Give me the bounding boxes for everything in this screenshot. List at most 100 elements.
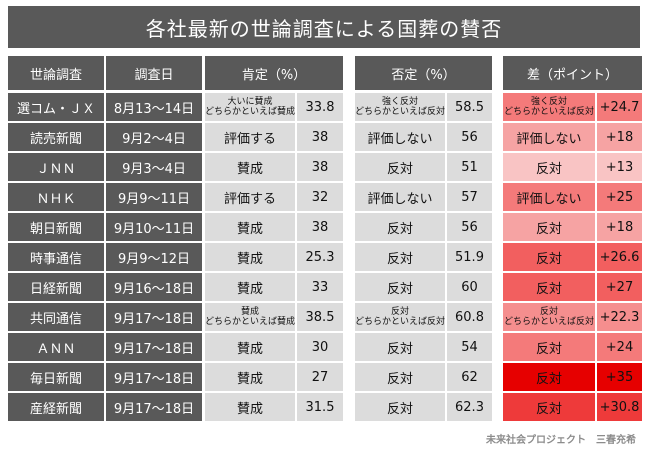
table-row: 時事通信 9月9～12日 賛成 25.3 反対 51.9 反対 +26.6 [0,243,650,271]
survey-name-cell: 選コム・ＪＸ [8,93,104,121]
negative-label-cell: 評価しない [355,183,445,211]
negative-value-cell: 57 [447,183,492,211]
positive-label-cell: 賛成 どちらかといえば賛成 [205,303,295,331]
survey-name-cell: 日経新聞 [8,273,104,301]
positive-label-cell: 評価する [205,123,295,151]
survey-date-cell: 9月17～18日 [106,333,202,361]
survey-name-cell: 共同通信 [8,303,104,331]
negative-label-cell: 反対 [355,273,445,301]
positive-value-cell: 38 [297,153,343,181]
diff-value-cell: +24.7 [597,93,642,121]
survey-date-cell: 8月13～14日 [106,93,202,121]
positive-value-cell: 31.5 [297,393,343,421]
survey-date-cell: 9月10～11日 [106,213,202,241]
positive-value-cell: 25.3 [297,243,343,271]
table-row: 日経新聞 9月16～18日 賛成 33 反対 60 反対 +27 [0,273,650,301]
negative-value-cell: 51 [447,153,492,181]
diff-value-cell: +13 [597,153,642,181]
table-row: 朝日新聞 9月10～11日 賛成 38 反対 56 反対 +18 [0,213,650,241]
survey-date-cell: 9月2～4日 [106,123,202,151]
diff-label-cell: 反対 [503,213,595,241]
survey-name-cell: 読売新聞 [8,123,104,151]
negative-value-cell: 60.8 [447,303,492,331]
diff-value-cell: +18 [597,213,642,241]
survey-date-cell: 9月3～4日 [106,153,202,181]
diff-value-cell: +18 [597,123,642,151]
negative-label-cell: 反対 どちらかといえば反対 [355,303,445,331]
survey-name-cell: ＡＮＮ [8,333,104,361]
diff-value-cell: +24 [597,333,642,361]
diff-label-cell: 評価しない [503,123,595,151]
diff-value-cell: +35 [597,363,642,391]
negative-label-cell: 反対 [355,333,445,361]
survey-name-cell: 産経新聞 [8,393,104,421]
negative-label-cell: 反対 [355,213,445,241]
negative-value-cell: 60 [447,273,492,301]
positive-value-cell: 33.8 [297,93,343,121]
diff-value-cell: +26.6 [597,243,642,271]
positive-value-cell: 27 [297,363,343,391]
positive-value-cell: 38 [297,123,343,151]
negative-value-cell: 62.3 [447,393,492,421]
table-row: ＮＨＫ 9月9～11日 評価する 32 評価しない 57 評価しない +25 [0,183,650,211]
footer-credit: 未来社会プロジェクト 三春充希 [486,435,636,446]
positive-label-cell: 賛成 [205,153,295,181]
survey-name-cell: ＮＨＫ [8,183,104,211]
diff-label-cell: 反対 どちらかといえば反対 [503,303,595,331]
table-row: 選コム・ＪＸ 8月13～14日 大いに賛成 どちらかといえば賛成 33.8 強く反対 どちら… [0,93,650,121]
positive-label-cell: 賛成 [205,363,295,391]
diff-label-cell: 評価しない [503,183,595,211]
survey-header: 世論調査 [8,56,104,90]
positive-label-cell: 賛成 [205,213,295,241]
positive-value-cell: 32 [297,183,343,211]
diff-label-cell: 強く反対 どちらかといえば反対 [503,93,595,121]
survey-name-cell: ＪＮＮ [8,153,104,181]
survey-name-cell: 時事通信 [8,243,104,271]
negative-value-cell: 56 [447,213,492,241]
positive-value-cell: 30 [297,333,343,361]
diff-value-cell: +27 [597,273,642,301]
survey-date-cell: 9月16～18日 [106,273,202,301]
negative-header: 否定（%） [355,56,492,90]
table-row: 産経新聞 9月17～18日 賛成 31.5 反対 62.3 反対 +30.8 [0,393,650,421]
diff-label-cell: 反対 [503,153,595,181]
negative-value-cell: 62 [447,363,492,391]
diff-label-cell: 反対 [503,273,595,301]
negative-label-cell: 反対 [355,393,445,421]
negative-label-cell: 評価しない [355,123,445,151]
positive-value-cell: 38 [297,213,343,241]
positive-label-cell: 賛成 [205,333,295,361]
table-row: 共同通信 9月17～18日 賛成 どちらかといえば賛成 38.5 反対 どちらかといえば反対… [0,303,650,331]
negative-value-cell: 56 [447,123,492,151]
positive-label-cell: 評価する [205,183,295,211]
survey-name-cell: 毎日新聞 [8,363,104,391]
negative-label-cell: 反対 [355,243,445,271]
survey-date-cell: 9月17～18日 [106,363,202,391]
survey-date-cell: 9月9～11日 [106,183,202,211]
survey-date-cell: 9月9～12日 [106,243,202,271]
positive-label-cell: 賛成 [205,243,295,271]
negative-value-cell: 51.9 [447,243,492,271]
table-row: ＪＮＮ 9月3～4日 賛成 38 反対 51 反対 +13 [0,153,650,181]
diff-label-cell: 反対 [503,333,595,361]
positive-value-cell: 38.5 [297,303,343,331]
negative-value-cell: 54 [447,333,492,361]
diff-value-cell: +22.3 [597,303,642,331]
positive-value-cell: 33 [297,273,343,301]
survey-name-cell: 朝日新聞 [8,213,104,241]
table-row: 読売新聞 9月2～4日 評価する 38 評価しない 56 評価しない +18 [0,123,650,151]
diff-header: 差（ポイント） [503,56,642,90]
negative-value-cell: 58.5 [447,93,492,121]
date-header: 調査日 [106,56,202,90]
diff-value-cell: +30.8 [597,393,642,421]
page-title: 各社最新の世論調査による国葬の賛否 [8,6,640,48]
negative-label-cell: 強く反対 どちらかといえば反対 [355,93,445,121]
positive-label-cell: 賛成 [205,273,295,301]
survey-date-cell: 9月17～18日 [106,393,202,421]
positive-header: 肯定（%） [205,56,343,90]
diff-label-cell: 反対 [503,393,595,421]
positive-label-cell: 大いに賛成 どちらかといえば賛成 [205,93,295,121]
survey-date-cell: 9月17～18日 [106,303,202,331]
diff-label-cell: 反対 [503,363,595,391]
diff-value-cell: +25 [597,183,642,211]
